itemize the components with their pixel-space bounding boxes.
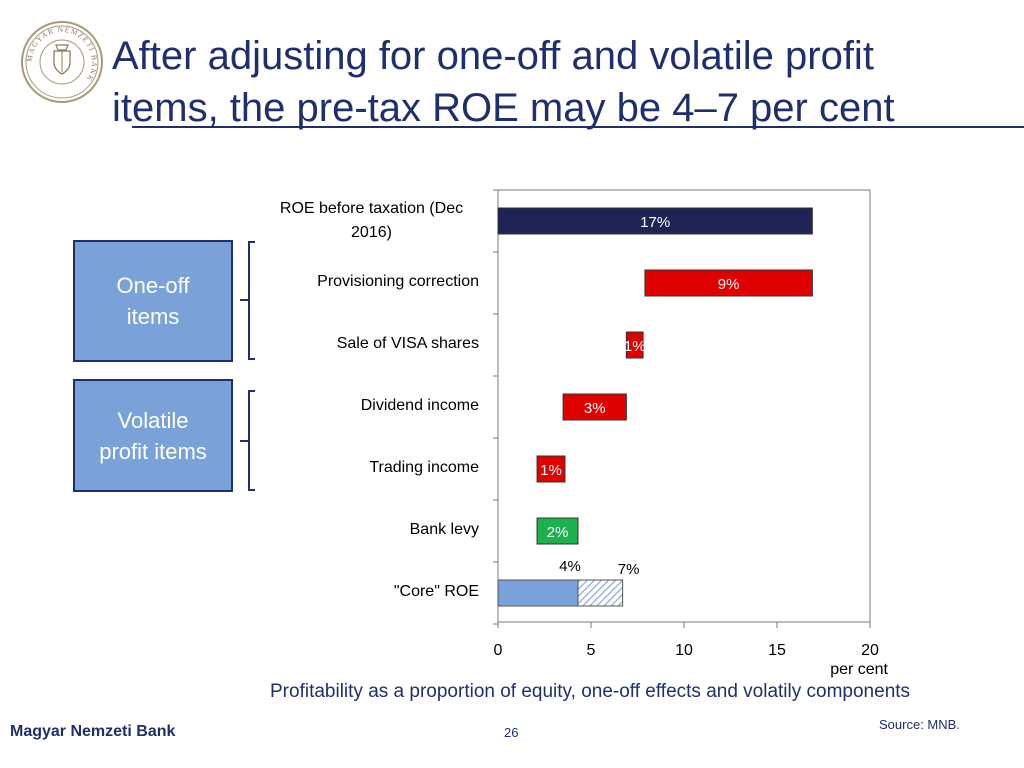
- core-roe-range-bar: [577, 579, 624, 607]
- bar-label-4: 1%: [540, 462, 562, 479]
- x-tick-label: 20: [861, 642, 879, 659]
- category-label-bank-levy: Bank levy: [409, 521, 479, 538]
- bar-3: [562, 393, 627, 421]
- bar-label-2: 1%: [624, 338, 646, 355]
- mnb-seal-icon: MAGYAR NEMZETI BANK: [21, 21, 103, 103]
- x-tick-label: 10: [675, 642, 693, 659]
- core-roe-high-label: 7%: [618, 561, 640, 578]
- category-label-visa: Sale of VISA shares: [336, 335, 479, 352]
- volatile-profit-items-label: Volatile profit items: [99, 407, 207, 464]
- footer-bank-name: Magyar Nemzeti Bank: [10, 723, 176, 740]
- x-tick-label: 0: [494, 642, 503, 659]
- bar-label-5: 2%: [547, 524, 569, 541]
- x-tick-label: 15: [768, 642, 786, 659]
- bar-label-3: 3%: [584, 400, 606, 417]
- category-label-trading: Trading income: [369, 459, 479, 476]
- chart-caption: Profitability as a proportion of equity,…: [270, 681, 911, 702]
- one-off-items-label: One-off items: [116, 273, 190, 329]
- core-roe-bar: [497, 579, 579, 607]
- one-off-items-box: One-off items: [73, 240, 233, 362]
- source-note: Source: MNB.: [879, 717, 960, 732]
- category-label-core-roe: "Core" ROE: [393, 583, 479, 600]
- title-line-2: items, the pre-tax ROE may be 4–7 per ce…: [112, 86, 895, 130]
- category-label-dividend: Dividend income: [360, 397, 479, 414]
- bar-label-0: 17%: [640, 214, 670, 231]
- volatile-bracket: [240, 390, 255, 491]
- bar-4: [536, 455, 566, 483]
- title-line-1: After adjusting for one-off and volatile…: [112, 34, 874, 78]
- page-title: After adjusting for one-off and volatile…: [112, 30, 1012, 134]
- one-off-bracket: [240, 241, 255, 360]
- core-roe-low-label: 4%: [559, 558, 581, 575]
- category-label-provisioning: Provisioning correction: [317, 273, 479, 290]
- volatile-profit-items-box: Volatile profit items: [73, 379, 233, 492]
- bar-2: [625, 331, 644, 359]
- title-underline: [132, 126, 1024, 128]
- bar-0: [497, 207, 813, 235]
- bar-1: [644, 269, 813, 297]
- x-tick-label: 5: [587, 642, 596, 659]
- plot-area: [497, 189, 871, 623]
- x-axis-label: per cent: [830, 661, 888, 678]
- category-label-roe: ROE before taxation (Dec 2016): [279, 200, 464, 241]
- page-number: 26: [504, 725, 519, 740]
- bar-5: [536, 517, 579, 545]
- bar-label-1: 9%: [718, 276, 740, 293]
